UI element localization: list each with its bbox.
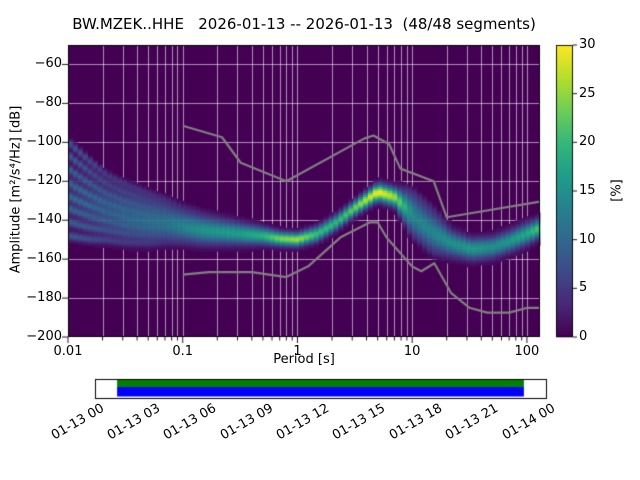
x-tick-label: 0.01	[53, 344, 83, 359]
y-tick-label: −200	[26, 329, 62, 344]
y-tick-label: −60	[34, 56, 62, 72]
y-tick-label: −180	[26, 290, 62, 306]
x-axis-label: Period [s]	[273, 352, 335, 367]
plot-title: BW.MZEK..HHE 2026-01-13 -- 2026-01-13 (4…	[72, 15, 536, 33]
colorbar-tick-label: 20	[579, 134, 596, 150]
colorbar-tick-label: 15	[579, 183, 596, 198]
colorbar-tick-label: 10	[579, 231, 596, 247]
y-tick-label: −140	[26, 212, 62, 228]
colorbar-tick-label: 25	[579, 85, 596, 101]
x-tick-label: 10	[403, 344, 421, 359]
colorbar-tick-label: 30	[579, 37, 596, 52]
y-tick-label: −120	[26, 173, 62, 189]
y-tick-label: −80	[34, 95, 62, 111]
y-tick-label: −160	[26, 251, 62, 267]
colorbar-label: [%]	[609, 179, 625, 202]
colorbar-tick-label: 0	[579, 329, 588, 344]
colorbar-tick-label: 5	[579, 280, 588, 296]
x-tick-label: 100	[514, 344, 540, 359]
x-tick-label: 1	[293, 344, 302, 359]
y-tick-label: −100	[26, 134, 62, 150]
x-tick-label: 0.1	[172, 344, 194, 359]
